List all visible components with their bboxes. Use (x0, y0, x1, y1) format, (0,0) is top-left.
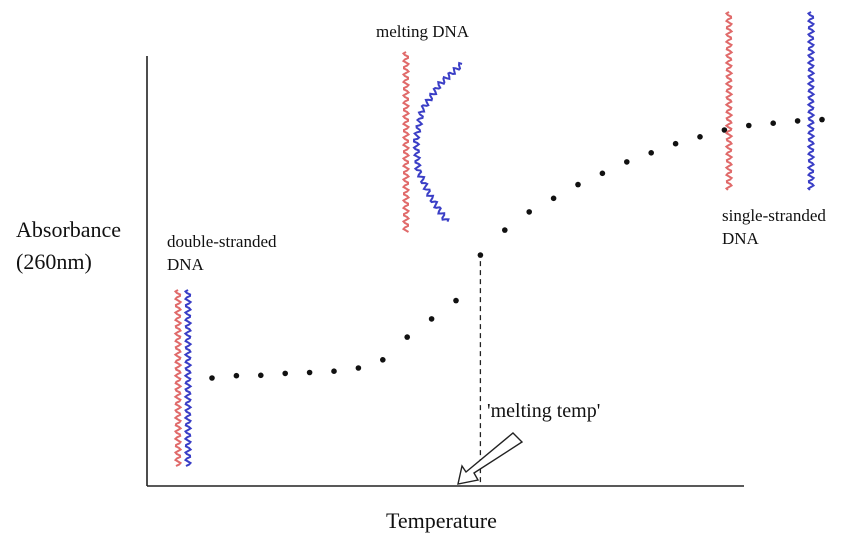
data-point (770, 120, 776, 126)
y-axis-label-line-2: (260nm) (16, 249, 92, 274)
data-point (550, 195, 557, 202)
data-point (721, 127, 728, 133)
double-stranded-label: double-stranded DNA (167, 230, 277, 276)
data-points (209, 116, 825, 381)
data-point (404, 334, 411, 340)
data-point (697, 134, 703, 140)
double-strand-blue (183, 289, 193, 467)
data-point (819, 116, 825, 123)
melting-strand-blue (412, 61, 463, 222)
data-point (282, 370, 289, 377)
x-axis-label: Temperature (386, 508, 497, 533)
data-point (624, 159, 630, 165)
data-point (477, 252, 484, 258)
dna-strands (173, 11, 816, 467)
data-point (672, 140, 679, 147)
single-stranded-label: single-stranded DNA (722, 204, 826, 250)
melting-dna-label: melting DNA (376, 22, 470, 41)
data-point (355, 365, 362, 371)
single-stranded-label-line-1: single-stranded (722, 206, 826, 225)
data-point (428, 316, 435, 322)
data-point (306, 369, 313, 376)
data-point (209, 375, 215, 381)
data-point (794, 118, 801, 124)
data-point (526, 209, 532, 215)
y-axis-label: Absorbance (260nm) (16, 214, 121, 278)
double-stranded-label-line-2: DNA (167, 255, 204, 274)
data-point (746, 122, 752, 129)
data-point (502, 227, 508, 233)
double-stranded-label-line-1: double-stranded (167, 232, 277, 251)
data-point (575, 181, 581, 188)
single-stranded-label-line-2: DNA (722, 229, 759, 248)
single-strand-red (724, 11, 734, 191)
data-point (648, 150, 654, 156)
data-point (380, 357, 386, 363)
data-point (258, 372, 264, 379)
melting-temp-label: 'melting temp' (487, 400, 601, 422)
y-axis-label-line-1: Absorbance (16, 217, 122, 242)
melting-temp-arrow (457, 432, 524, 485)
double-strand-red (173, 289, 183, 467)
data-point (453, 297, 459, 304)
single-strand-blue (806, 11, 816, 191)
melting-strand-red (401, 51, 411, 233)
data-point (233, 372, 240, 379)
data-point (599, 170, 606, 177)
data-point (331, 368, 337, 375)
